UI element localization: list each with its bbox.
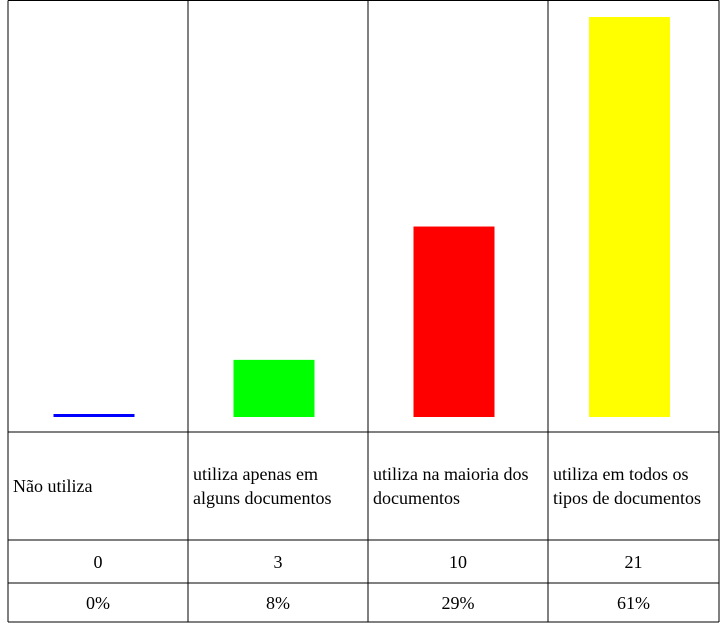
category-label: utiliza apenas em alguns documentos <box>193 464 332 508</box>
percentage: 29% <box>441 592 475 613</box>
bar <box>413 226 495 417</box>
bar <box>233 359 315 417</box>
count: 10 <box>449 551 467 572</box>
category-label: utiliza em todos os tipos de documentos <box>553 464 701 508</box>
bar <box>589 17 670 417</box>
count: 0 <box>93 551 103 572</box>
category-label: utiliza na maioria dos documentos <box>373 464 529 508</box>
percentage: 0% <box>86 592 110 613</box>
percentage: 61% <box>617 592 650 613</box>
bar <box>53 414 135 417</box>
count: 3 <box>273 551 283 572</box>
category-label: Não utiliza <box>13 476 93 496</box>
percentage: 8% <box>266 592 290 613</box>
count: 21 <box>624 551 643 572</box>
